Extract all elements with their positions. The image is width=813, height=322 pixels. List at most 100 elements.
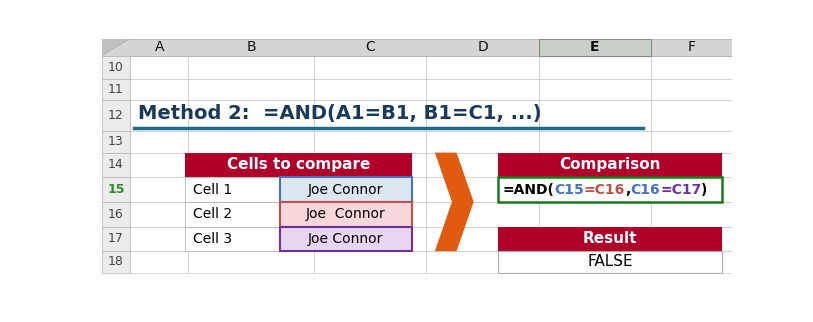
Bar	[130, 202, 189, 226]
Text: Comparison: Comparison	[559, 157, 661, 172]
Bar	[426, 131, 539, 153]
Text: ,: ,	[625, 183, 630, 196]
Bar	[651, 251, 732, 273]
Bar	[102, 202, 130, 226]
Bar	[539, 226, 651, 251]
Bar	[130, 100, 189, 131]
Bar	[539, 131, 651, 153]
Bar	[651, 56, 732, 79]
Bar	[130, 226, 189, 251]
Bar	[539, 202, 651, 226]
Bar	[539, 56, 651, 79]
Text: B: B	[246, 40, 256, 54]
Bar	[102, 39, 732, 56]
Bar	[102, 79, 130, 100]
Bar	[102, 177, 130, 202]
Text: 16: 16	[108, 208, 124, 221]
Bar	[651, 226, 732, 251]
Text: F: F	[688, 40, 695, 54]
Bar	[102, 226, 130, 251]
Bar	[539, 39, 651, 56]
Bar	[185, 202, 280, 226]
Text: =C17: =C17	[660, 183, 702, 196]
Bar	[651, 153, 732, 177]
Bar	[130, 153, 189, 177]
Bar	[498, 226, 722, 251]
Text: C15: C15	[554, 183, 584, 196]
Bar	[280, 202, 411, 226]
Bar	[426, 153, 539, 177]
Bar	[130, 56, 189, 79]
Text: 15: 15	[107, 183, 124, 196]
Text: 14: 14	[108, 158, 124, 171]
Bar	[539, 251, 651, 273]
Text: Cells to compare: Cells to compare	[227, 157, 370, 172]
Polygon shape	[435, 153, 474, 251]
Text: =C16: =C16	[584, 183, 625, 196]
Polygon shape	[102, 39, 130, 56]
Bar	[426, 251, 539, 273]
Text: D: D	[477, 40, 488, 54]
Bar	[426, 177, 539, 202]
Bar	[185, 153, 411, 177]
Bar	[426, 226, 539, 251]
Bar	[280, 226, 411, 251]
Text: Cell 3: Cell 3	[193, 232, 233, 246]
Text: 17: 17	[108, 232, 124, 245]
Text: =AND(: =AND(	[502, 183, 554, 196]
Bar	[314, 79, 426, 100]
Bar	[189, 100, 314, 131]
Bar	[102, 251, 130, 273]
Text: A: A	[154, 40, 164, 54]
Bar	[189, 177, 314, 202]
Bar	[426, 56, 539, 79]
Bar	[189, 56, 314, 79]
Bar	[651, 100, 732, 131]
Bar	[314, 226, 426, 251]
Bar	[185, 177, 280, 202]
Bar	[539, 177, 651, 202]
Bar	[651, 177, 732, 202]
Bar	[102, 131, 130, 153]
Bar	[189, 79, 314, 100]
Bar	[498, 177, 722, 202]
Bar	[189, 153, 314, 177]
Text: C: C	[365, 40, 375, 54]
Text: Joe Connor: Joe Connor	[308, 232, 384, 246]
Bar	[314, 177, 426, 202]
Bar	[314, 251, 426, 273]
Bar	[426, 202, 539, 226]
Bar	[189, 202, 314, 226]
Bar	[102, 153, 130, 177]
Bar	[314, 131, 426, 153]
Bar	[539, 100, 651, 131]
Bar	[651, 79, 732, 100]
Bar	[426, 100, 539, 131]
Bar	[651, 131, 732, 153]
Text: 18: 18	[108, 255, 124, 269]
Text: 13: 13	[108, 135, 124, 148]
Bar	[189, 131, 314, 153]
Text: C16: C16	[630, 183, 660, 196]
Bar	[498, 153, 722, 177]
Text: Cell 2: Cell 2	[193, 207, 233, 221]
Text: Cell 1: Cell 1	[193, 183, 233, 196]
Text: 12: 12	[108, 109, 124, 122]
Text: 11: 11	[108, 83, 124, 96]
Bar	[539, 79, 651, 100]
Bar	[102, 100, 130, 131]
Bar	[130, 131, 189, 153]
Text: Result: Result	[583, 231, 637, 246]
Bar	[130, 177, 189, 202]
Bar	[130, 251, 189, 273]
Bar	[426, 79, 539, 100]
Text: FALSE: FALSE	[587, 254, 633, 270]
Bar	[539, 153, 651, 177]
Bar	[314, 153, 426, 177]
Bar	[651, 202, 732, 226]
Bar	[102, 56, 130, 79]
Bar	[280, 177, 411, 202]
Bar	[314, 100, 426, 131]
Bar	[185, 226, 280, 251]
Text: E: E	[590, 40, 600, 54]
